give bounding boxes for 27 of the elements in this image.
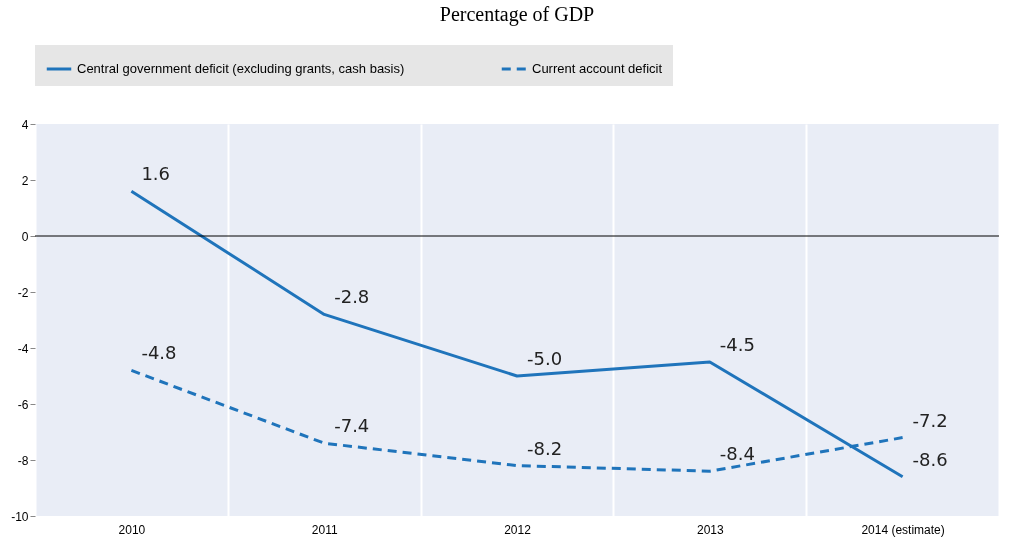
x-tick-label: 2010 <box>118 522 146 537</box>
data-label: -8.2 <box>527 437 563 459</box>
data-label: -2.8 <box>334 286 370 308</box>
y-tick-label: -6 <box>17 397 29 412</box>
chart-title: Percentage of GDP <box>439 3 595 26</box>
legend-label: Central government deficit (excluding grants, cash basis) <box>77 61 405 76</box>
y-tick-label: -4 <box>17 341 29 356</box>
data-label: -8.6 <box>912 448 948 470</box>
data-label: -7.4 <box>334 415 370 437</box>
y-tick-label: 2 <box>21 173 29 188</box>
legend-label: Current account deficit <box>532 61 663 76</box>
data-label: -5.0 <box>527 348 563 369</box>
y-tick-label: -2 <box>17 285 29 300</box>
x-tick-label: 2014 (estimate) <box>861 522 945 537</box>
data-label: -7.2 <box>912 409 948 431</box>
data-label: -4.5 <box>719 334 755 355</box>
data-label: -8.4 <box>719 443 755 465</box>
x-tick-label: 2011 <box>311 522 338 537</box>
x-tick-label: 2012 <box>504 522 532 537</box>
line-series <box>129 189 905 479</box>
y-tick-label: 0 <box>21 229 29 244</box>
y-tick-label: -10 <box>11 509 29 524</box>
y-tick-label: -8 <box>17 453 29 468</box>
y-tick-label: 4 <box>21 117 29 132</box>
x-tick-label: 2013 <box>696 522 724 537</box>
data-label: -4.8 <box>141 342 177 364</box>
data-label: 1.6 <box>141 163 171 185</box>
